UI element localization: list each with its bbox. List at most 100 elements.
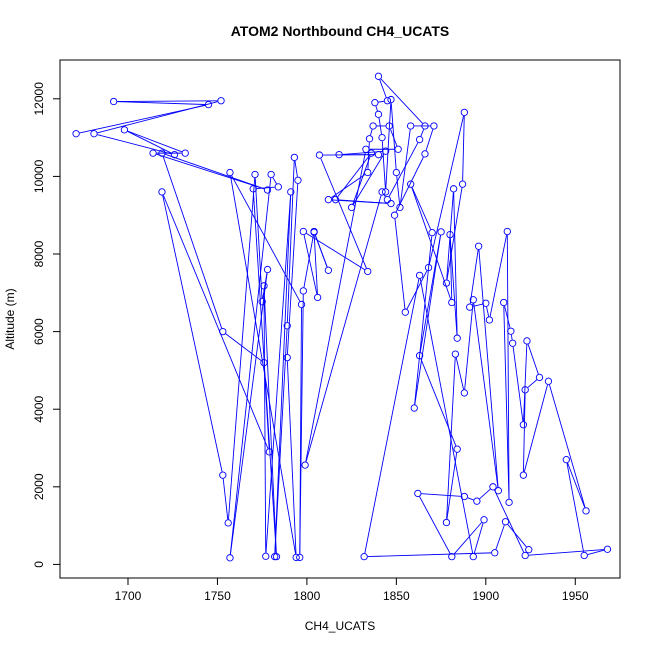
data-point [392, 168, 401, 177]
data-point [374, 151, 383, 159]
data-point [505, 498, 513, 506]
data-point [562, 456, 570, 464]
series-segment [411, 187, 432, 230]
data-point [469, 296, 477, 304]
data-point [360, 553, 368, 561]
series-segment [449, 238, 458, 335]
data-point [378, 188, 386, 196]
series-segment [512, 346, 524, 422]
series-segment [263, 289, 277, 554]
series-segment [156, 153, 265, 190]
data-point [421, 150, 429, 158]
series-segment [117, 101, 205, 105]
series-segment [395, 156, 424, 213]
data-point [364, 267, 372, 276]
data-point [347, 203, 356, 212]
series-segment [228, 178, 256, 520]
series-segment [421, 493, 461, 497]
data-point [544, 377, 553, 385]
series-segment [225, 333, 262, 361]
series-segment [286, 361, 297, 554]
series-segment [453, 522, 482, 555]
series-segment [523, 393, 526, 472]
data-point [489, 483, 497, 491]
series-segment [510, 334, 513, 340]
data-point [267, 170, 275, 179]
series-segment [367, 552, 492, 558]
series-segment [352, 156, 371, 205]
x-tick-label: 1950 [562, 589, 589, 603]
x-axis: 1700 1750 1800 1850 1900 1950 [115, 577, 589, 603]
series-segment [567, 462, 586, 508]
data-point [446, 230, 454, 239]
series-segment [286, 160, 295, 323]
series-segment [294, 160, 298, 177]
data-point [315, 151, 324, 159]
data-point [381, 147, 390, 155]
data-point [381, 188, 390, 196]
data-point [421, 122, 429, 130]
data-point [535, 373, 544, 382]
data-point [263, 265, 272, 274]
data-point [460, 389, 468, 397]
data-point [362, 145, 370, 153]
data-point [453, 445, 461, 453]
y-tick-label: 10000 [32, 159, 46, 193]
series-segment [127, 130, 183, 153]
data-point [324, 266, 333, 274]
series-segment [473, 303, 499, 488]
series-segment [527, 379, 538, 388]
data-point [224, 519, 232, 527]
data-point [299, 287, 307, 295]
data-point [90, 130, 98, 138]
series-segment [425, 129, 434, 151]
data-point [271, 553, 279, 561]
data-point [383, 196, 392, 204]
data-point [603, 545, 612, 553]
series-segment [495, 524, 505, 550]
data-point [204, 100, 213, 109]
data-point [217, 97, 225, 105]
y-tick-label: 0 [32, 561, 46, 568]
data-point [331, 196, 340, 204]
series-segment [419, 235, 441, 353]
series-segment [231, 175, 301, 302]
series-segment [230, 175, 296, 554]
series-segment [394, 218, 406, 309]
series-segment [117, 100, 218, 102]
y-tick-label: 6000 [32, 318, 46, 345]
data-point [367, 149, 375, 157]
data-point [519, 471, 528, 479]
series-segment [263, 289, 267, 553]
data-point [430, 122, 438, 130]
data-point [383, 97, 392, 105]
series-segment [162, 195, 269, 449]
data-point [582, 507, 590, 515]
series-segment [97, 101, 218, 134]
series-segment [229, 177, 272, 555]
series-segment [222, 478, 229, 520]
data-point [219, 327, 227, 336]
data-point [299, 227, 307, 236]
data-point [378, 133, 386, 142]
x-tick-label: 1850 [383, 589, 410, 603]
data-point [226, 554, 234, 562]
series-segment [414, 235, 441, 405]
series-segment [314, 235, 328, 268]
series-segment [337, 155, 370, 198]
data-point [274, 183, 282, 191]
data-point [521, 551, 529, 560]
series-segment [272, 177, 277, 184]
data-point [374, 110, 383, 118]
series-segment [486, 306, 490, 317]
series-segment [305, 195, 382, 462]
data-point [453, 334, 461, 342]
data-point [475, 242, 483, 250]
data-point [507, 327, 515, 335]
data-point [170, 151, 179, 159]
data-point [500, 298, 508, 307]
series-segment [446, 192, 454, 280]
y-tick-label: 4000 [32, 396, 46, 423]
series-segment [165, 153, 265, 190]
data-point [480, 516, 488, 524]
